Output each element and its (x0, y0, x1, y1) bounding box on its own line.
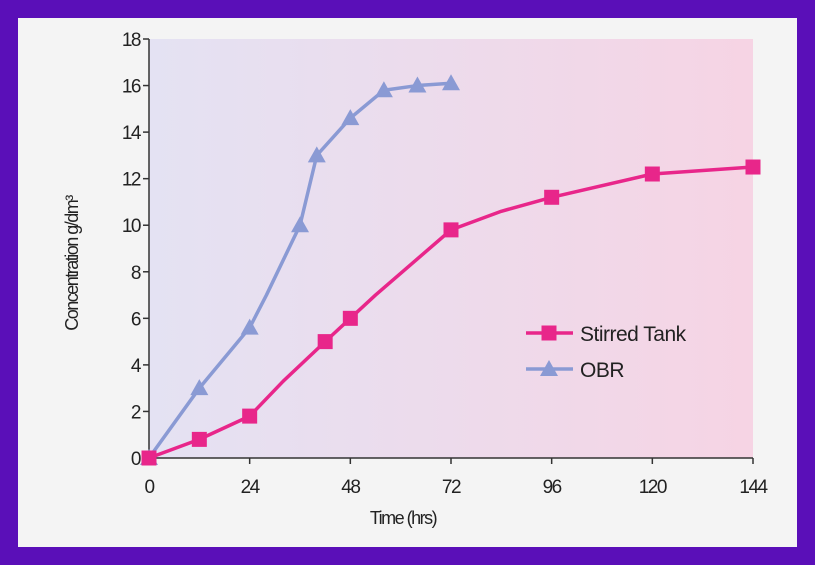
obr-point (291, 216, 309, 233)
y-tick-label: 8 (131, 263, 141, 284)
stirred-tank-point (443, 222, 459, 238)
y-tick-label: 16 (122, 77, 141, 98)
y-tick-label: 6 (131, 309, 141, 330)
stirred-tank-line (148, 165, 754, 460)
x-axis-title: Time (hrs) (370, 508, 437, 528)
y-axis-title: Concentration g/dm³ (62, 195, 82, 331)
y-tick-label: 2 (131, 402, 141, 423)
stirred-tank-point (141, 450, 157, 466)
legend-item-obr: OBR (526, 359, 625, 382)
stirred-tank-point (342, 310, 358, 326)
series-layer (140, 74, 761, 466)
plot-area (149, 39, 753, 458)
stirred-tank-point (544, 189, 560, 205)
y-tick-label: 0 (131, 449, 141, 470)
chart-panel: 0 2 4 6 8 10 12 14 16 18 0 24 48 72 96 120 144 Stirred T… (18, 18, 797, 547)
stirred-tank-point (644, 166, 660, 182)
series-obr (140, 74, 460, 465)
x-tick-label: 96 (543, 477, 562, 498)
obr-point (341, 109, 360, 126)
x-tick-label: 24 (241, 477, 261, 498)
legend-item-stirred-tank: Stirred Tank (526, 323, 687, 346)
y-tick-label: 18 (122, 30, 141, 51)
x-tick-label: 48 (341, 477, 360, 498)
y-tick-label: 14 (122, 123, 142, 144)
obr-point (408, 76, 427, 93)
obr-point (190, 379, 209, 396)
obr-point (374, 81, 393, 98)
x-tick-label: 144 (739, 477, 768, 498)
stirred-tank-point (242, 408, 258, 424)
obr-point (307, 146, 326, 163)
obr-line (147, 81, 452, 460)
legend-marker (541, 325, 557, 341)
legend-label: Stirred Tank (580, 323, 687, 346)
x-tick-label: 0 (144, 477, 154, 498)
obr-point (240, 318, 259, 335)
series-stirred-tank (141, 159, 761, 466)
y-tick-label: 10 (122, 216, 141, 237)
y-tick-label: 4 (131, 356, 142, 377)
legend-label: OBR (580, 359, 624, 382)
x-tick-label: 72 (442, 477, 461, 498)
stirred-tank-point (317, 334, 333, 350)
stirred-tank-point (745, 159, 761, 175)
legend-marker (540, 360, 558, 376)
x-tick-label: 120 (639, 477, 667, 498)
obr-point (442, 74, 460, 91)
y-tick-label: 12 (122, 170, 141, 191)
stirred-tank-point (191, 431, 207, 447)
legend: Stirred Tank OBR (526, 323, 687, 382)
